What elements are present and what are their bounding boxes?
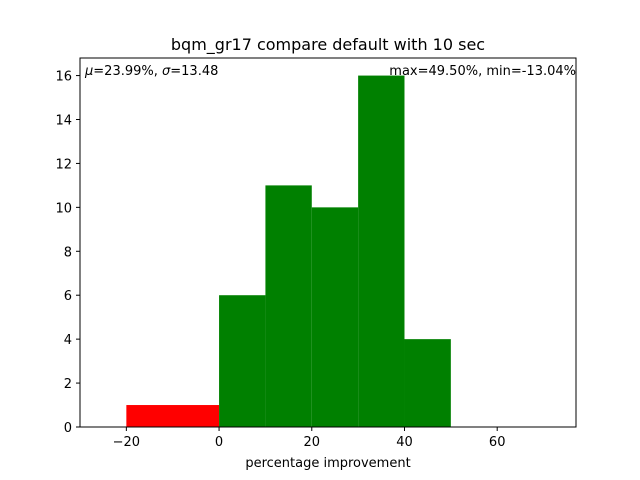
stats-right-annotation: max=49.50%, min=-13.04%: [389, 64, 576, 79]
histogram-bar: [358, 75, 405, 428]
stats-left-annotation: μ=23.99%, σ=13.48: [84, 64, 218, 79]
histogram-bar: [219, 295, 266, 427]
mu-value: =23.99%,: [93, 64, 162, 79]
x-tick-label: 40: [396, 435, 413, 450]
sigma-symbol: σ: [162, 64, 171, 79]
sigma-value: =13.48: [170, 64, 218, 79]
x-axis-label: percentage improvement: [245, 456, 410, 471]
y-tick-label: 4: [64, 333, 72, 348]
axes-frame: [79, 57, 577, 428]
histogram-bar: [311, 207, 359, 427]
y-tick-label: 8: [64, 245, 72, 260]
y-tick-label: 10: [55, 201, 72, 216]
y-tick-label: 6: [64, 289, 72, 304]
histogram-bar: [265, 185, 312, 427]
chart-title: bqm_gr17 compare default with 10 sec: [171, 35, 485, 55]
histogram-bar: [126, 405, 220, 427]
ticks-layer: −20 0 20 40 60 0 2 4 6 8 10 12 14 16: [55, 70, 505, 450]
histogram-bar: [404, 339, 451, 427]
x-tick-label: −20: [113, 435, 140, 450]
x-tick-label: 0: [215, 435, 223, 450]
y-tick-label: 0: [64, 421, 72, 436]
y-tick-label: 12: [55, 157, 72, 172]
y-tick-label: 14: [55, 114, 72, 129]
x-tick-label: 60: [489, 435, 506, 450]
y-tick-label: 16: [55, 70, 72, 85]
bars-layer: [126, 75, 451, 428]
x-tick-label: 20: [304, 435, 321, 450]
mu-symbol: μ: [84, 64, 93, 79]
y-tick-label: 2: [64, 377, 72, 392]
